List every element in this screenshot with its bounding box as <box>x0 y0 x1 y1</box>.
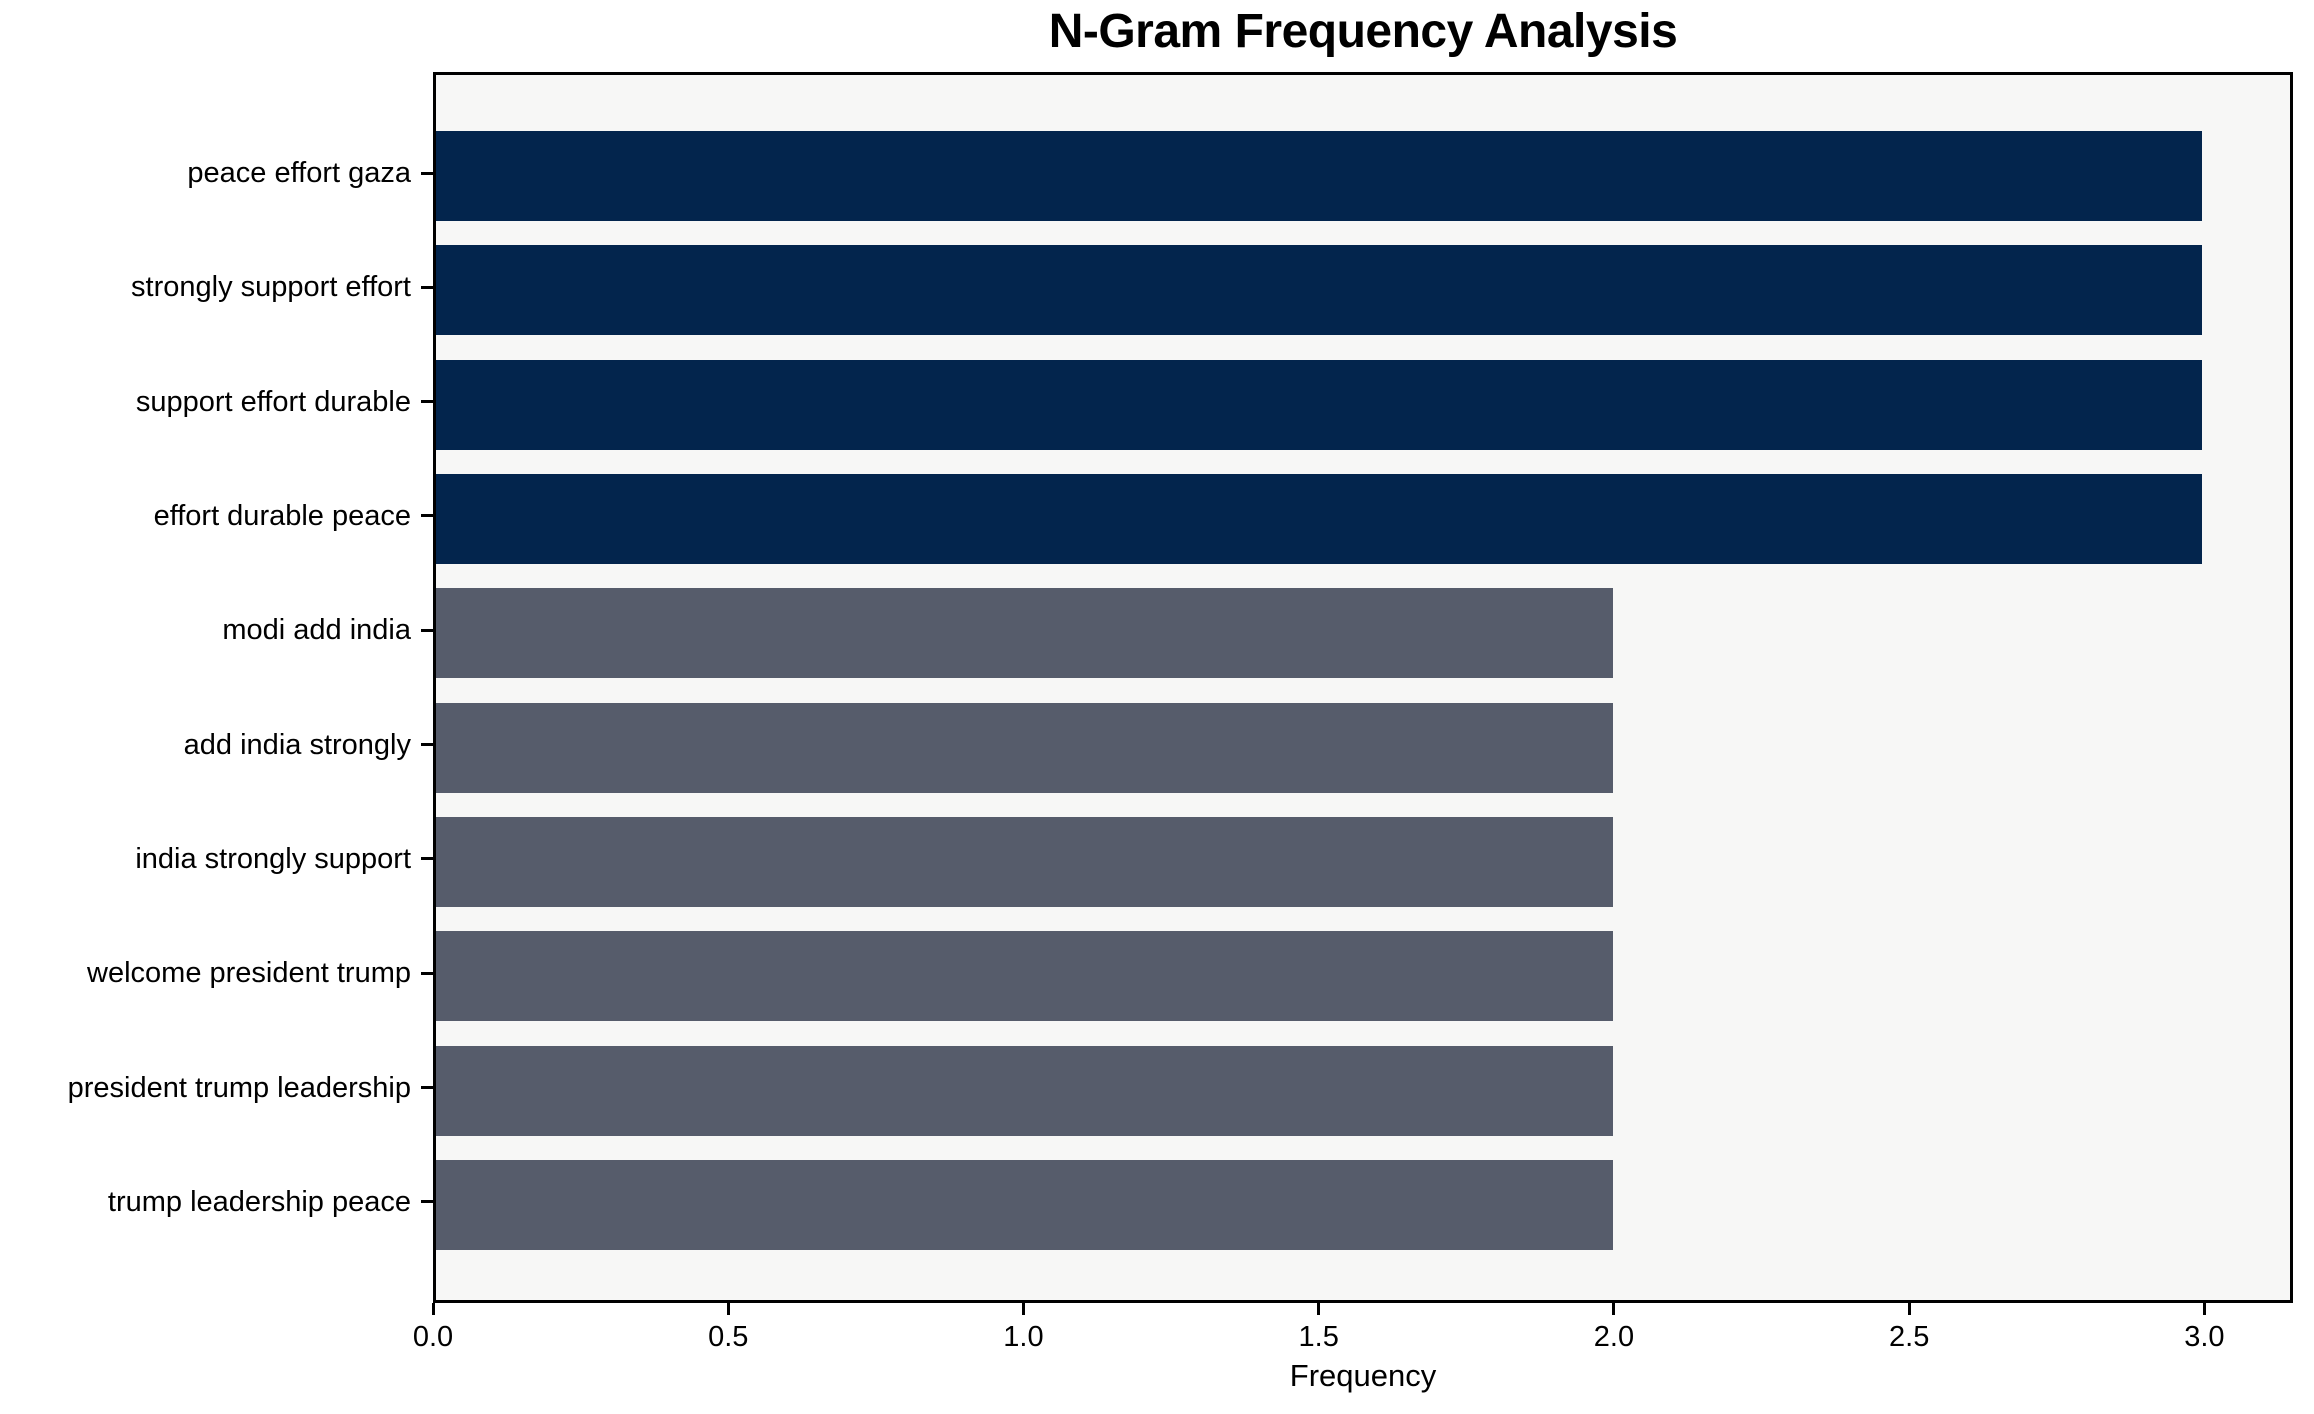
bar <box>436 245 2202 336</box>
x-tick-mark <box>1317 1303 1321 1315</box>
bar <box>436 702 1614 793</box>
y-tick-mark <box>421 971 433 975</box>
bar <box>436 1159 1614 1250</box>
bar <box>436 473 2202 564</box>
x-tick-label: 1.5 <box>1298 1321 1339 1353</box>
y-tick-mark <box>421 743 433 747</box>
y-tick-label: trump leadership peace <box>107 1185 411 1218</box>
y-tick-label: modi add india <box>222 614 411 647</box>
y-tick-label: strongly support effort <box>131 271 411 304</box>
y-tick-label: president trump leadership <box>67 1071 411 1104</box>
bar <box>436 816 1614 907</box>
bar <box>436 931 1614 1022</box>
y-tick-mark <box>421 857 433 861</box>
x-tick-label: 1.0 <box>1003 1321 1044 1353</box>
y-tick-mark <box>421 628 433 632</box>
y-tick-mark <box>421 285 433 289</box>
x-tick-mark <box>2202 1303 2206 1315</box>
y-tick-mark <box>421 171 433 175</box>
x-tick-mark <box>1021 1303 1025 1315</box>
y-tick-mark <box>421 1086 433 1090</box>
y-tick-label: add india strongly <box>183 728 411 761</box>
x-tick-mark <box>1907 1303 1911 1315</box>
x-tick-label: 2.5 <box>1889 1321 1930 1353</box>
y-tick-mark <box>421 514 433 518</box>
x-tick-label: 2.0 <box>1593 1321 1635 1353</box>
plot-area <box>433 72 2293 1303</box>
bar <box>436 359 2202 450</box>
bar <box>436 131 2202 221</box>
x-tick-mark <box>726 1303 730 1315</box>
chart-title: N-Gram Frequency Analysis <box>1048 5 1678 58</box>
x-tick-label: 3.0 <box>2184 1321 2225 1353</box>
x-tick-mark <box>431 1303 435 1315</box>
y-tick-mark <box>421 1200 433 1204</box>
bar <box>436 1045 1614 1136</box>
y-tick-label: support effort durable <box>135 385 411 418</box>
y-tick-label: peace effort gaza <box>187 157 411 189</box>
x-tick-label: 0.0 <box>412 1321 454 1353</box>
y-tick-label: effort durable peace <box>153 499 411 532</box>
x-tick-label: 0.5 <box>708 1321 749 1353</box>
x-axis-title: Frequency <box>1289 1358 1437 1393</box>
y-tick-mark <box>421 400 433 404</box>
bar <box>436 588 1614 679</box>
y-tick-label: welcome president trump <box>87 957 411 990</box>
x-tick-mark <box>1612 1303 1616 1315</box>
y-tick-label: india strongly support <box>135 842 411 875</box>
